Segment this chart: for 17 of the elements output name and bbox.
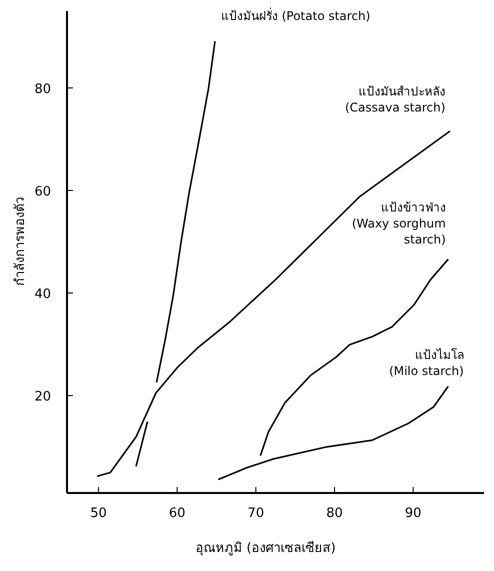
x-tick-label: 70	[248, 506, 264, 521]
y-tick-label: 60	[34, 184, 51, 200]
series-label: แป้งมันฝรั่ง (Potato starch)	[220, 6, 370, 23]
series-label: แป้งไมโล (Milo starch)	[389, 348, 464, 378]
y-tick-label: 80	[34, 82, 51, 97]
line-series	[218, 386, 449, 480]
x-tick-label: 50	[90, 506, 107, 521]
series-label: แป้งข้าวฟ่าง (Waxy sorghum starch)	[352, 200, 446, 247]
x-tick-label: 80	[326, 506, 343, 521]
y-tick-label: 20	[34, 390, 51, 405]
x-tick-label: 90	[404, 506, 422, 521]
y-axis-title: กำลังการพองตัว	[13, 197, 28, 286]
line-series	[156, 41, 216, 382]
y-tick-label: 40	[34, 287, 51, 302]
x-axis-title: อุณหภูมิ (องศาเซลเซียส)	[195, 540, 336, 556]
series-label: แป้งมันสำปะหลัง (Cassava starch)	[344, 84, 446, 114]
x-tick-label: 60	[168, 506, 186, 521]
